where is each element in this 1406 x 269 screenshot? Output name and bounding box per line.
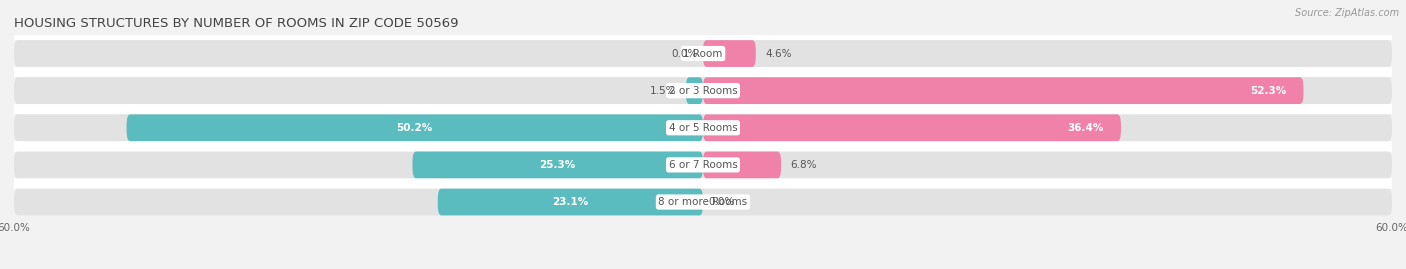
FancyBboxPatch shape xyxy=(703,40,756,67)
FancyBboxPatch shape xyxy=(14,40,1392,67)
FancyBboxPatch shape xyxy=(14,189,1392,215)
FancyBboxPatch shape xyxy=(437,189,703,215)
FancyBboxPatch shape xyxy=(686,77,703,104)
Bar xyxy=(14,141,1392,151)
Text: 1.5%: 1.5% xyxy=(650,86,676,96)
FancyBboxPatch shape xyxy=(703,77,1303,104)
Text: 23.1%: 23.1% xyxy=(553,197,589,207)
Text: 36.4%: 36.4% xyxy=(1067,123,1104,133)
FancyBboxPatch shape xyxy=(14,151,1392,178)
Text: 4 or 5 Rooms: 4 or 5 Rooms xyxy=(669,123,737,133)
Text: 50.2%: 50.2% xyxy=(396,123,433,133)
Text: 2 or 3 Rooms: 2 or 3 Rooms xyxy=(669,86,737,96)
Text: 1 Room: 1 Room xyxy=(683,48,723,59)
Bar xyxy=(14,104,1392,114)
FancyBboxPatch shape xyxy=(412,151,703,178)
FancyBboxPatch shape xyxy=(14,77,1392,104)
FancyBboxPatch shape xyxy=(703,151,782,178)
Text: 6 or 7 Rooms: 6 or 7 Rooms xyxy=(669,160,737,170)
Bar xyxy=(14,30,1392,40)
Text: HOUSING STRUCTURES BY NUMBER OF ROOMS IN ZIP CODE 50569: HOUSING STRUCTURES BY NUMBER OF ROOMS IN… xyxy=(14,17,458,30)
FancyBboxPatch shape xyxy=(14,114,1392,141)
Text: 8 or more Rooms: 8 or more Rooms xyxy=(658,197,748,207)
Text: 0.0%: 0.0% xyxy=(709,197,735,207)
Bar xyxy=(14,178,1392,189)
Text: 6.8%: 6.8% xyxy=(790,160,817,170)
Bar xyxy=(14,67,1392,77)
FancyBboxPatch shape xyxy=(703,114,1121,141)
Text: 0.0%: 0.0% xyxy=(671,48,697,59)
Text: 52.3%: 52.3% xyxy=(1250,86,1286,96)
FancyBboxPatch shape xyxy=(127,114,703,141)
Text: 4.6%: 4.6% xyxy=(765,48,792,59)
Text: 25.3%: 25.3% xyxy=(540,160,576,170)
Text: Source: ZipAtlas.com: Source: ZipAtlas.com xyxy=(1295,8,1399,18)
